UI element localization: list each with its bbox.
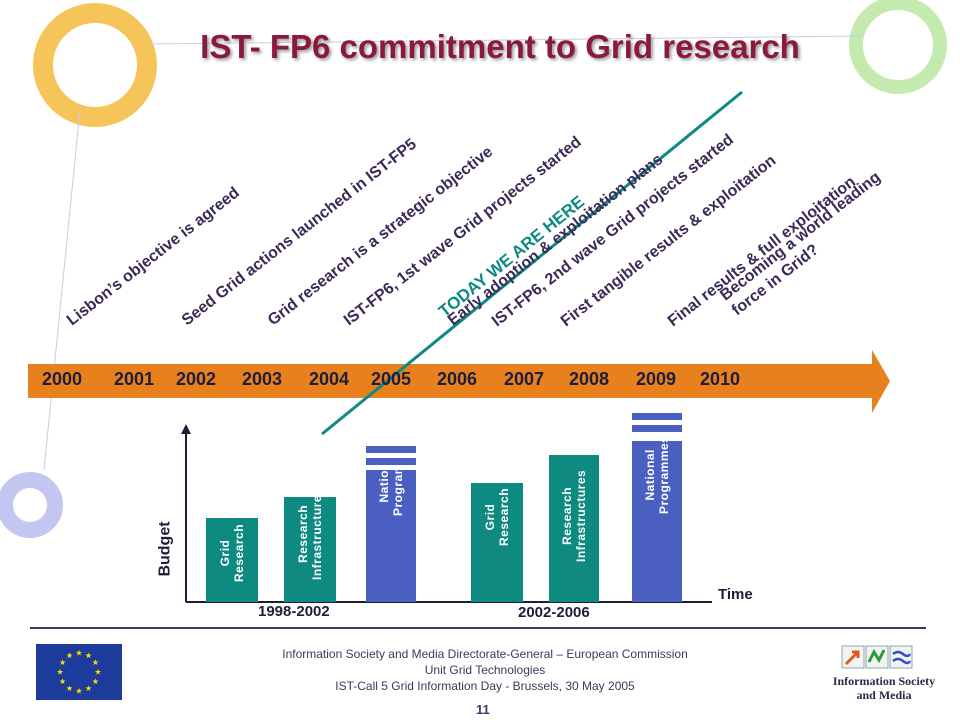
bar-label: Grid Research	[483, 487, 511, 546]
timeline-year: 2005	[371, 369, 412, 389]
eu-star-icon	[75, 649, 83, 656]
page-title: IST- FP6 commitment to Grid research	[200, 28, 800, 65]
page-number: 11	[476, 702, 490, 717]
bar-label: Research Infrastructures	[296, 487, 324, 580]
eu-star-icon	[59, 678, 66, 685]
logo-lines	[892, 650, 912, 665]
period-label-2: 2002-2006	[518, 604, 590, 621]
bar-grid-research-2: Grid Research	[471, 483, 523, 602]
infso-logo: Information Society and Media	[824, 644, 944, 708]
timeline-year: 2008	[569, 369, 610, 389]
timeline-year: 2002	[176, 369, 217, 389]
eu-star-icon	[92, 678, 99, 685]
timeline-year: 2000	[42, 369, 83, 389]
lavender-ring	[0, 472, 63, 538]
bar-stripe	[366, 458, 416, 465]
budget-x-label: Time	[718, 586, 753, 603]
footer-line-3: IST-Call 5 Grid Information Day - Brusse…	[335, 679, 635, 693]
timeline-year: 2004	[309, 369, 350, 389]
period-label-1: 1998-2002	[258, 603, 330, 620]
timeline-year: 2006	[437, 369, 478, 389]
footer-divider	[30, 627, 926, 629]
infso-logo-icon	[841, 645, 913, 669]
bar-stripe	[366, 446, 416, 453]
logo-arrow	[844, 650, 860, 666]
bar-stripe	[632, 413, 682, 420]
bar-grid-research-1: Grid Research	[206, 518, 258, 602]
bar-label: National Programmes	[643, 435, 671, 514]
decorative-line-top	[149, 35, 861, 45]
timeline-year: 2003	[242, 369, 283, 389]
infso-logo-text-2: and Media	[856, 688, 912, 702]
bar-label: Research Infrastructures	[560, 469, 588, 562]
eu-star-icon	[59, 659, 66, 666]
decorative-line	[43, 109, 81, 471]
bar-stripe	[632, 425, 682, 432]
infso-logo-text-1: Information Society	[832, 674, 936, 688]
eu-star-icon	[85, 685, 92, 692]
eu-star-icon	[85, 652, 92, 659]
bar-research-infrastructures-2: Research Infrastructures	[549, 455, 599, 602]
logo-tile	[889, 645, 913, 669]
today-line	[321, 90, 743, 436]
bar-research-infrastructures-1: Research Infrastructures	[284, 488, 336, 602]
timeline-year: 2001	[114, 369, 155, 389]
budget-y-arrowhead	[181, 424, 191, 434]
eu-stars	[56, 649, 102, 694]
eu-star-icon	[56, 668, 64, 675]
timeline-year: 2010	[700, 369, 741, 389]
timeline-arrow-shape	[28, 350, 890, 413]
eu-star-icon	[66, 652, 73, 659]
bar-national-programmes-2: National Programmes	[632, 436, 682, 602]
eu-flag	[36, 644, 122, 700]
bar-national-programmes-1: National Programmes	[366, 438, 416, 602]
eu-star-icon	[92, 659, 99, 666]
eu-star-icon	[66, 685, 73, 692]
logo-wave	[867, 648, 886, 664]
green-ring	[849, 0, 947, 94]
timeline-year: 2007	[504, 369, 545, 389]
eu-star-icon	[75, 687, 83, 694]
yellow-ring	[33, 3, 157, 127]
bar-label: Grid Research	[218, 523, 246, 582]
footer-line-1: Information Society and Media Directorat…	[282, 647, 688, 661]
eu-star-icon	[94, 668, 102, 675]
footer-line-2: Unit Grid Technologies	[424, 663, 546, 677]
timeline-year: 2009	[636, 369, 677, 389]
budget-y-label: Budget	[156, 521, 174, 577]
